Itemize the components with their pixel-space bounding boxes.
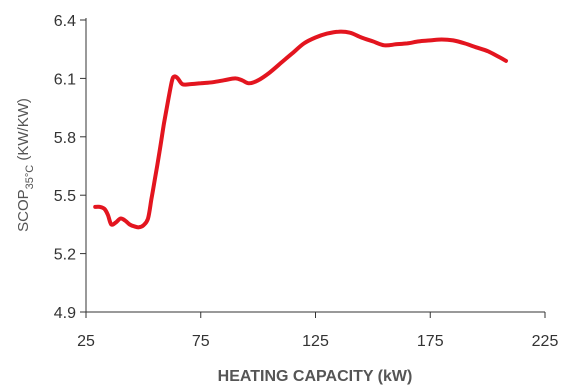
y-tick-label: 5.8: [54, 130, 76, 147]
series-group: [93, 29, 508, 230]
x-tick-label: 25: [77, 333, 95, 350]
x-tick-label: 175: [417, 333, 444, 350]
y-tick-label: 5.5: [54, 188, 76, 205]
x-tick-label: 125: [302, 333, 329, 350]
y-axis-label-main: SCOP: [15, 189, 32, 232]
series-line-0: [93, 29, 508, 230]
y-axis-label-subscript: 35°C: [24, 165, 36, 190]
y-tick-label: 4.9: [54, 305, 76, 322]
y-axis-label: SCOP35°C (KW/KW): [15, 98, 36, 232]
y-tick-label: 6.4: [54, 13, 76, 30]
y-tick-labels: 6.4 6.1 5.8 5.5 5.2 4.9: [54, 13, 86, 322]
x-tick-label: 75: [192, 333, 210, 350]
x-axis-label: HEATING CAPACITY (kW): [218, 368, 413, 385]
x-tick-labels: 25 75 125 175 225: [77, 312, 558, 350]
y-tick-label: 6.1: [54, 71, 76, 88]
x-tick-label: 225: [532, 333, 559, 350]
y-tick-label: 5.2: [54, 247, 76, 264]
y-axis-label-unit: (KW/KW): [15, 98, 32, 165]
axes: [85, 18, 545, 313]
